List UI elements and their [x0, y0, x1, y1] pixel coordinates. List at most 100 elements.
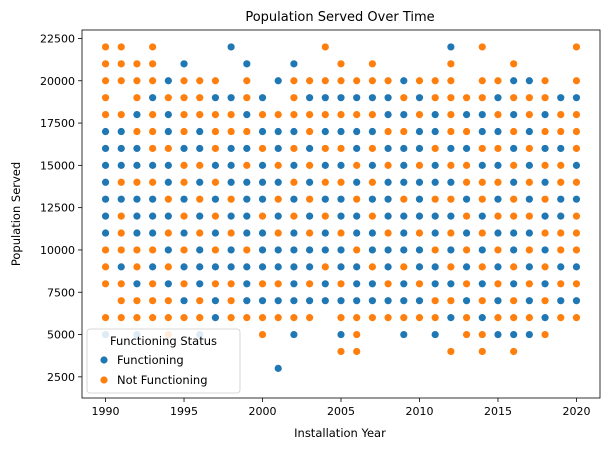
data-point: [258, 280, 267, 288]
data-point: [462, 314, 471, 322]
data-point: [337, 314, 345, 322]
data-point: [478, 263, 486, 271]
data-point: [133, 77, 141, 85]
data-point: [101, 212, 110, 220]
x-tick-label: 2015: [484, 405, 512, 418]
data-point: [353, 195, 361, 203]
data-point: [227, 144, 235, 153]
data-point: [572, 111, 581, 119]
data-point: [243, 60, 251, 68]
data-point: [447, 144, 455, 153]
data-point: [415, 127, 424, 136]
data-point: [572, 280, 581, 288]
data-point: [101, 94, 110, 102]
data-point: [337, 161, 345, 169]
data-point: [196, 127, 204, 136]
data-point: [337, 347, 345, 356]
data-point: [462, 195, 471, 203]
data-point: [149, 43, 157, 51]
data-point: [415, 161, 424, 169]
data-point: [243, 314, 251, 322]
data-point: [133, 314, 141, 322]
data-point: [306, 229, 314, 237]
data-point: [462, 127, 471, 136]
data-point: [133, 280, 141, 288]
data-point: [227, 314, 235, 322]
data-point: [557, 263, 565, 271]
data-point: [415, 229, 424, 237]
data-point: [243, 111, 251, 119]
data-point: [133, 229, 141, 237]
data-point: [572, 178, 581, 186]
y-tick-label: 7500: [47, 286, 75, 299]
data-point: [447, 246, 455, 254]
data-point: [525, 263, 533, 271]
data-point: [557, 144, 565, 153]
data-point: [337, 280, 345, 288]
data-point: [211, 280, 220, 288]
data-point: [227, 127, 235, 136]
data-point: [306, 144, 314, 153]
data-point: [525, 297, 533, 305]
data-point: [400, 161, 408, 169]
data-point: [117, 144, 125, 153]
x-axis: 1990 1995 2000 2005 2010 2015 2020: [92, 398, 590, 418]
data-point: [164, 297, 172, 305]
data-point: [196, 94, 204, 102]
data-point: [557, 178, 565, 186]
data-point: [227, 229, 235, 237]
data-point: [274, 111, 282, 119]
data-point: [243, 246, 251, 254]
data-point: [164, 229, 172, 237]
data-point: [541, 144, 549, 153]
data-point: [274, 212, 282, 220]
data-point: [400, 246, 408, 254]
y-axis: 2500 5000 7500 10000 12500 15000 17500 20000 225…: [40, 32, 82, 384]
data-point: [510, 280, 518, 288]
data-point: [525, 178, 533, 186]
data-point: [227, 263, 235, 271]
data-point: [541, 297, 549, 305]
legend-marker-functioning: [100, 356, 108, 364]
data-point: [478, 94, 486, 102]
data-point: [447, 280, 455, 288]
data-point: [494, 330, 502, 339]
y-tick-label: 12500: [40, 202, 75, 215]
data-point: [431, 144, 439, 153]
data-point: [117, 246, 125, 254]
series-not-functioning: [101, 43, 581, 356]
data-point: [478, 280, 486, 288]
data-point: [149, 263, 157, 271]
legend-box: [86, 328, 241, 394]
data-point: [337, 195, 345, 203]
data-point: [415, 111, 424, 119]
data-point: [368, 280, 376, 288]
data-point: [572, 144, 581, 153]
data-point: [196, 246, 204, 254]
data-point: [431, 212, 439, 220]
data-point: [525, 212, 533, 220]
data-point: [164, 246, 172, 254]
data-point: [415, 94, 424, 102]
data-point: [196, 161, 204, 169]
data-point: [353, 330, 361, 339]
data-point: [447, 161, 455, 169]
data-point: [525, 280, 533, 288]
data-point: [117, 77, 125, 85]
y-tick-label: 22500: [40, 32, 75, 45]
data-point: [572, 314, 581, 322]
series-functioning: [101, 43, 581, 372]
data-point: [337, 60, 345, 68]
data-point: [368, 161, 376, 169]
data-point: [541, 212, 549, 220]
data-point: [258, 195, 267, 203]
data-point: [368, 144, 376, 153]
data-point: [462, 178, 471, 186]
data-point: [337, 111, 345, 119]
y-tick-label: 20000: [40, 75, 75, 88]
data-point: [149, 77, 157, 85]
data-point: [415, 263, 424, 271]
data-point: [133, 127, 141, 136]
data-point: [557, 111, 565, 119]
data-point: [149, 195, 157, 203]
